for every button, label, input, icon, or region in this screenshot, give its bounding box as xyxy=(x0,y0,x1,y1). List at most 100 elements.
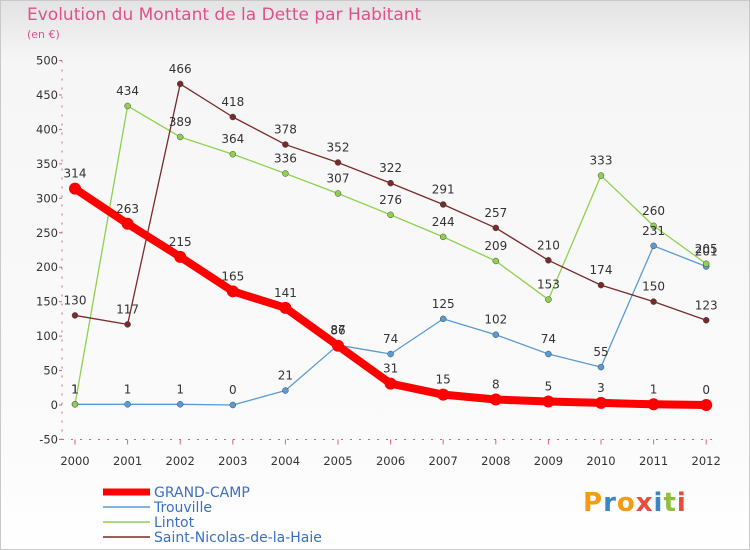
data-point xyxy=(282,141,289,148)
data-point xyxy=(700,399,713,411)
data-point xyxy=(334,190,342,197)
y-tick-label: 450 xyxy=(36,88,58,102)
data-label: 174 xyxy=(590,263,613,277)
data-point xyxy=(650,222,657,230)
data-point xyxy=(282,170,289,177)
y-tick-label: 500 xyxy=(36,54,58,68)
data-label: 3 xyxy=(597,381,605,395)
data-label: 31 xyxy=(383,362,398,376)
y-tick-label: -50 xyxy=(39,432,58,446)
data-label: 1 xyxy=(124,382,132,396)
data-point xyxy=(439,315,447,323)
data-label: 257 xyxy=(484,206,507,220)
data-point xyxy=(387,350,394,358)
chart-subtitle: (en €) xyxy=(27,28,60,41)
x-tick-label: 2000 xyxy=(60,454,89,468)
y-tick-label: 250 xyxy=(36,226,58,240)
data-point xyxy=(176,133,184,141)
y-tick-label: 300 xyxy=(36,191,58,205)
data-point xyxy=(650,242,657,250)
data-label: 263 xyxy=(116,202,139,216)
data-label: 123 xyxy=(695,298,718,312)
data-point xyxy=(702,260,710,268)
data-label: 102 xyxy=(484,313,507,327)
series-line xyxy=(74,105,707,405)
data-label: 74 xyxy=(541,332,556,346)
x-tick-label: 2007 xyxy=(429,454,458,468)
data-point xyxy=(545,350,552,358)
x-tick-label: 2009 xyxy=(534,454,563,468)
data-label: 307 xyxy=(327,171,350,185)
data-point xyxy=(124,401,131,408)
x-tick-label: 2012 xyxy=(692,454,721,468)
data-label: 244 xyxy=(432,215,455,229)
y-tick-label: 200 xyxy=(36,260,58,274)
data-label: 1 xyxy=(71,382,79,396)
data-label: 1 xyxy=(650,382,658,396)
data-label: 389 xyxy=(169,115,192,129)
data-point xyxy=(279,301,292,314)
x-tick-label: 2001 xyxy=(113,454,142,468)
data-label: 8 xyxy=(492,377,500,391)
data-point xyxy=(387,211,394,219)
y-tick-label: 0 xyxy=(51,398,58,412)
y-tick-label: 100 xyxy=(36,329,58,343)
data-point xyxy=(702,317,710,324)
data-label: 165 xyxy=(221,269,244,283)
data-label: 86 xyxy=(330,324,345,338)
x-tick-label: 2011 xyxy=(639,454,668,468)
data-label: 201 xyxy=(695,245,718,259)
data-label: 130 xyxy=(64,293,87,307)
data-point xyxy=(121,217,134,230)
data-point xyxy=(650,298,657,305)
data-point xyxy=(229,113,237,121)
data-point xyxy=(647,398,660,411)
data-point xyxy=(387,179,394,187)
data-label: 333 xyxy=(590,154,613,168)
y-tick-label: 400 xyxy=(36,122,58,136)
data-label: 231 xyxy=(642,224,665,238)
data-point xyxy=(334,159,342,166)
chart-title: Evolution du Montant de la Dette par Hab… xyxy=(27,5,422,25)
x-tick-label: 2006 xyxy=(376,454,405,468)
y-tick-label: 50 xyxy=(43,364,58,378)
data-point xyxy=(597,281,605,289)
data-label: 153 xyxy=(537,278,560,292)
data-point xyxy=(332,339,344,352)
data-point xyxy=(439,233,447,241)
data-label: 117 xyxy=(116,302,139,316)
data-label: 466 xyxy=(169,62,192,76)
x-tick-label: 2010 xyxy=(586,454,615,468)
data-point xyxy=(492,257,500,265)
data-label: 87 xyxy=(330,323,345,337)
x-tick-label: 2005 xyxy=(323,454,352,468)
data-point xyxy=(176,80,184,88)
data-point xyxy=(384,377,397,390)
data-label: 260 xyxy=(642,204,665,218)
data-label: 314 xyxy=(64,167,87,181)
data-point xyxy=(71,401,79,408)
data-label: 210 xyxy=(537,238,560,252)
data-point xyxy=(489,393,502,406)
data-label: 150 xyxy=(642,280,665,294)
data-label: 1 xyxy=(71,382,79,396)
data-label: 209 xyxy=(484,239,507,253)
data-label: 364 xyxy=(221,132,244,146)
data-label: 378 xyxy=(274,123,297,137)
data-point xyxy=(124,321,131,328)
data-point xyxy=(282,387,289,394)
data-point xyxy=(595,396,607,409)
data-point xyxy=(542,395,555,408)
data-point xyxy=(176,401,184,408)
data-point xyxy=(492,224,500,232)
data-label: 141 xyxy=(274,286,297,300)
x-tick-label: 2008 xyxy=(481,454,510,468)
data-label: 21 xyxy=(278,369,293,383)
legend-label: GRAND-CAMP xyxy=(154,485,250,501)
legend-label: Lintot xyxy=(154,515,195,531)
data-label: 55 xyxy=(593,345,608,359)
proxiti-logo: Proxiti xyxy=(583,488,687,518)
data-label: 352 xyxy=(327,140,350,154)
